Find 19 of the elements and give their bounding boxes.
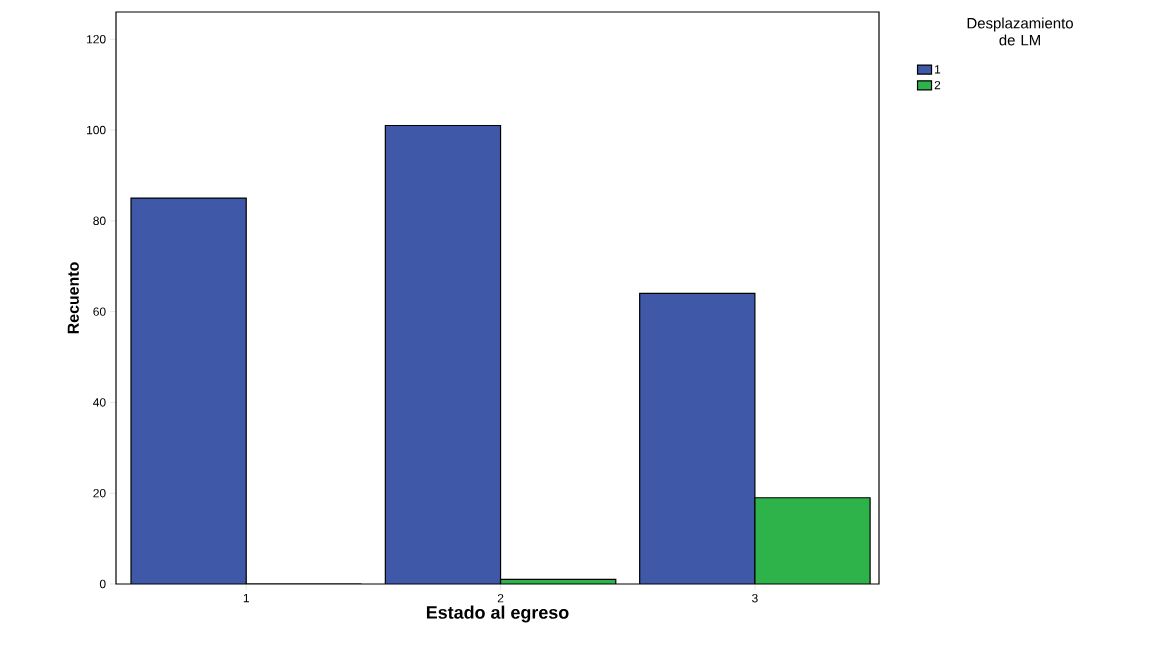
- y-tick-label: 80: [93, 216, 106, 226]
- legend-label: 2: [934, 80, 941, 90]
- y-tick-label: 40: [93, 398, 106, 407]
- x-axis-title: Estado al egreso: [426, 605, 569, 623]
- bar: [385, 125, 501, 584]
- bar: [639, 292, 756, 584]
- y-axis-title: Recuento: [67, 262, 79, 334]
- y-tick-label: 120: [87, 35, 106, 44]
- x-tick-label: 1: [243, 593, 249, 603]
- y-tick-label: 20: [93, 488, 106, 498]
- legend-title: Desplazamiento de LM: [967, 17, 1073, 46]
- y-tick-label: 100: [87, 125, 106, 135]
- x-tick-label: 3: [752, 593, 758, 603]
- x-tick-label: 2: [497, 593, 504, 603]
- bar: [754, 497, 871, 584]
- bar: [131, 198, 247, 584]
- y-tick-label: 60: [93, 307, 106, 316]
- legend-label: 1: [935, 65, 941, 74]
- y-tick-label: 0: [99, 579, 106, 589]
